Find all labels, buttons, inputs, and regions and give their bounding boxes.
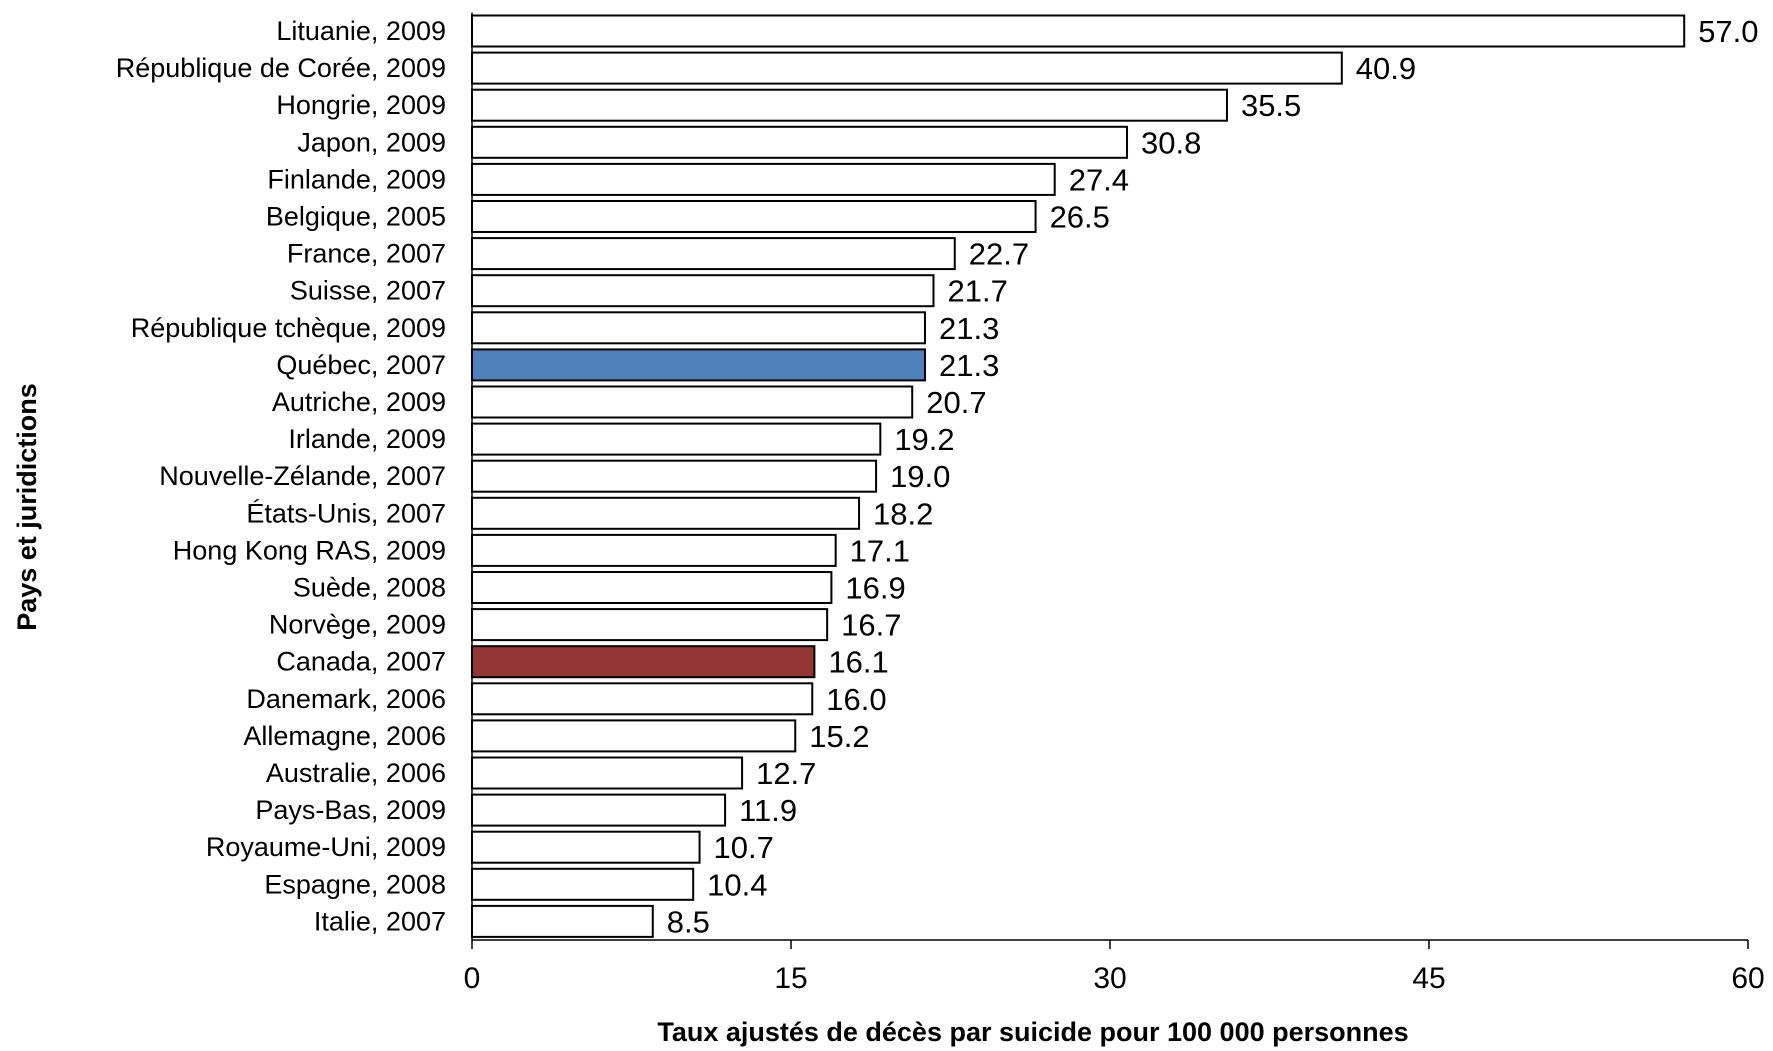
category-label: République tchèque, 2009 (131, 313, 446, 343)
bar-espagne-2008 (471, 867, 695, 901)
bar-danemark-2006 (471, 682, 814, 716)
value-label: 21.7 (947, 274, 1007, 309)
value-label: 16.7 (841, 608, 901, 643)
value-labels: 57.040.935.530.827.426.522.721.721.321.3… (667, 14, 1759, 939)
y-axis-title: Pays et juridictions (12, 383, 42, 631)
x-tick-label: 30 (1093, 962, 1126, 995)
category-label: France, 2007 (287, 239, 446, 269)
bar-france-2007 (471, 237, 956, 271)
bar-nouvelle-zelande-2007 (471, 459, 878, 493)
bar-hongrie-2009 (471, 88, 1228, 122)
value-label: 15.2 (809, 719, 869, 754)
bar-royaume-uni-2009 (471, 830, 701, 864)
bar-italie-2007 (471, 904, 654, 938)
bar-hong-kong-ras-2009 (471, 533, 837, 567)
value-label: 40.9 (1356, 51, 1416, 86)
category-label: Hong Kong RAS, 2009 (173, 535, 446, 565)
bar-japon-2009 (471, 125, 1129, 159)
value-label: 35.5 (1241, 88, 1301, 123)
value-label: 19.0 (890, 459, 950, 494)
bar-suede-2008 (471, 571, 833, 604)
category-label: Finlande, 2009 (267, 164, 446, 194)
value-label: 10.4 (707, 867, 767, 902)
bar-norvege-2009 (471, 608, 829, 642)
x-tick-label: 0 (464, 962, 481, 995)
value-label: 16.0 (826, 682, 886, 717)
bar-irlande-2009 (471, 422, 882, 456)
value-label: 8.5 (667, 904, 710, 939)
value-label: 57.0 (1698, 14, 1758, 49)
bars-layer (471, 14, 1686, 938)
bar-suisse-2007 (471, 274, 935, 308)
value-label: 11.9 (739, 793, 797, 828)
value-label: 27.4 (1069, 162, 1129, 197)
category-label: Danemark, 2006 (246, 684, 446, 714)
bar-pays-bas-2009 (471, 793, 727, 827)
category-label: Belgique, 2005 (266, 202, 446, 232)
category-label: Autriche, 2009 (272, 387, 446, 417)
category-label: Pays-Bas, 2009 (255, 795, 446, 825)
category-label: Espagne, 2008 (264, 869, 446, 899)
value-label: 18.2 (873, 496, 933, 531)
bar-autriche-2009 (471, 385, 914, 419)
category-label: République de Corée, 2009 (116, 53, 446, 83)
category-label: Suisse, 2007 (290, 276, 446, 306)
x-tick-label: 45 (1412, 962, 1445, 995)
x-tick-label: 15 (774, 962, 807, 995)
value-label: 16.1 (828, 645, 888, 680)
category-label: Norvège, 2009 (269, 610, 446, 640)
value-label: 12.7 (756, 756, 816, 791)
x-axis-title: Taux ajustés de décès par suicide pour 1… (657, 1017, 1408, 1047)
category-label: Hongrie, 2009 (276, 90, 446, 120)
bar-finlande-2009 (471, 162, 1056, 196)
bar-canada-2007 (471, 645, 816, 679)
bar-quebec-2007 (471, 348, 926, 382)
category-label: Lituanie, 2009 (276, 16, 446, 46)
value-label: 10.7 (714, 830, 774, 865)
category-label: Nouvelle-Zélande, 2007 (159, 461, 446, 491)
bar-australie-2006 (471, 756, 744, 790)
value-label: 16.9 (845, 571, 905, 606)
value-label: 21.3 (939, 348, 999, 383)
value-label: 21.3 (939, 311, 999, 346)
category-label: Australie, 2006 (266, 758, 446, 788)
category-label: Canada, 2007 (276, 647, 446, 677)
x-tick-label: 60 (1731, 962, 1764, 995)
category-label: Italie, 2007 (314, 906, 446, 936)
category-label: Québec, 2007 (276, 350, 446, 380)
category-label: États-Unis, 2007 (246, 498, 446, 528)
bar-allemagne-2006 (471, 719, 797, 753)
bar-etats-unis-2007 (471, 496, 861, 530)
value-label: 20.7 (926, 385, 986, 420)
category-labels: Lituanie, 2009 République de Corée, 2009 H… (116, 16, 446, 936)
value-label: 30.8 (1141, 125, 1201, 160)
bar-belgique-2005 (471, 200, 1037, 233)
bar-lituanie-2009 (471, 14, 1686, 48)
value-label: 19.2 (894, 422, 954, 457)
category-label: Royaume-Uni, 2009 (206, 832, 446, 862)
category-label: Allemagne, 2006 (243, 721, 446, 751)
value-label: 17.1 (850, 533, 910, 568)
bar-republique-de-coree-2009 (471, 51, 1343, 85)
category-label: Japon, 2009 (297, 127, 446, 157)
value-label: 22.7 (969, 237, 1029, 272)
bar-republique-tcheque-2009 (471, 311, 926, 345)
x-axis: 0 15 30 45 60 (464, 12, 1765, 995)
category-label: Irlande, 2009 (288, 424, 446, 454)
value-label: 26.5 (1050, 200, 1110, 235)
category-label: Suède, 2008 (293, 573, 446, 603)
